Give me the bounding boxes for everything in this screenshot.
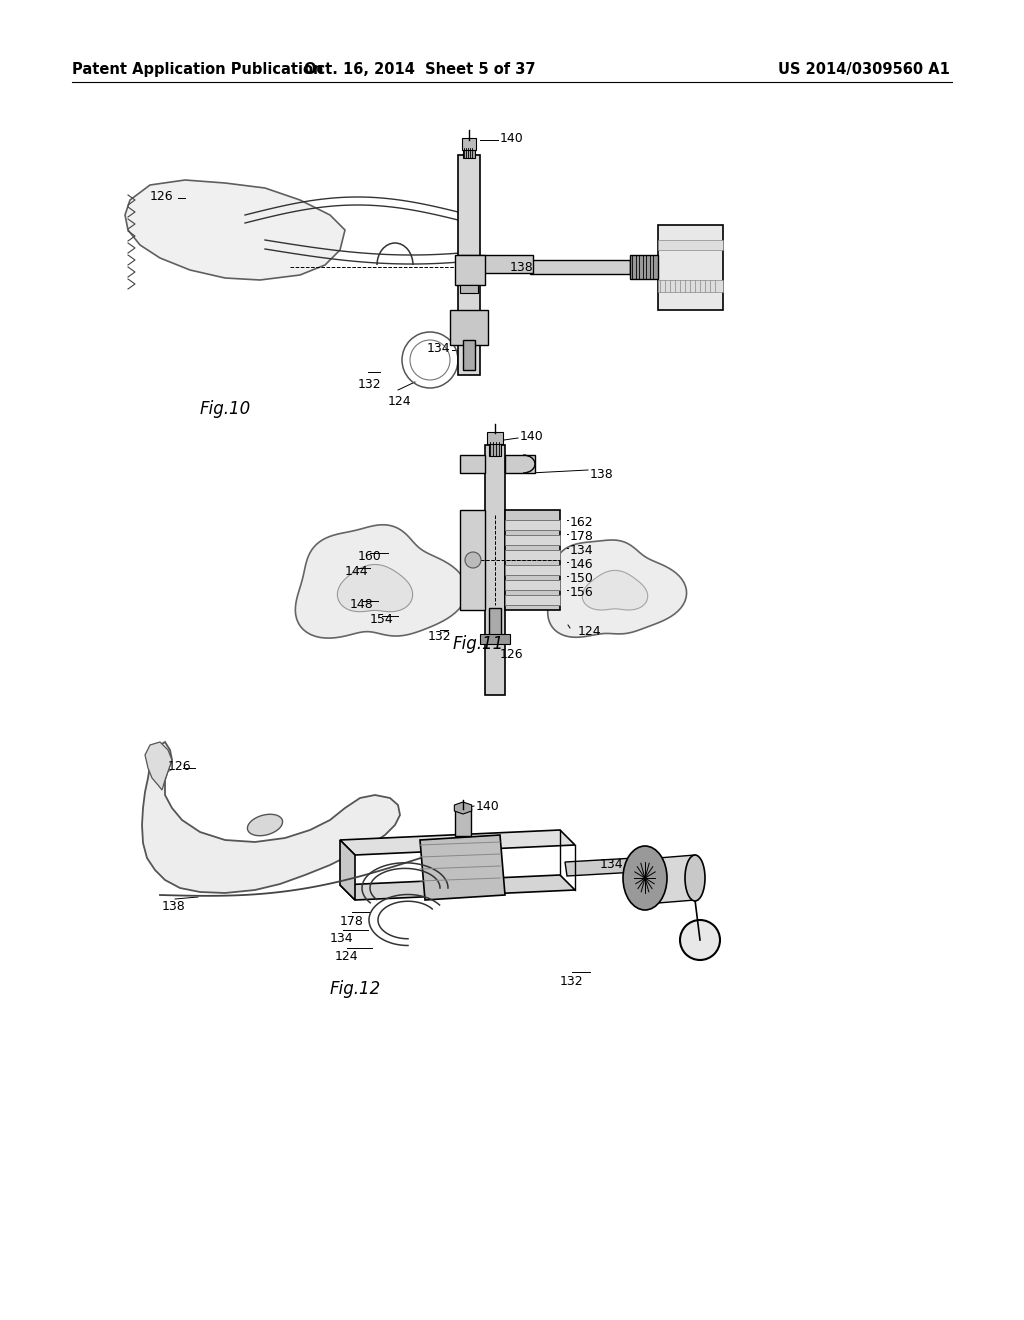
Polygon shape	[583, 570, 648, 610]
Bar	[463, 341, 475, 370]
Bar	[530, 260, 630, 275]
Polygon shape	[125, 180, 345, 280]
Bar	[462, 139, 476, 150]
Text: 124: 124	[388, 395, 412, 408]
Ellipse shape	[465, 552, 481, 568]
Bar	[458, 255, 534, 273]
Polygon shape	[658, 855, 695, 903]
Bar	[463, 148, 475, 158]
Text: US 2014/0309560 A1: US 2014/0309560 A1	[778, 62, 950, 77]
Text: 178: 178	[570, 531, 594, 543]
Bar	[455, 808, 471, 836]
Text: 138: 138	[590, 469, 613, 480]
Bar	[505, 579, 560, 590]
Bar	[450, 310, 488, 345]
Ellipse shape	[685, 855, 705, 902]
Bar	[658, 280, 723, 292]
Polygon shape	[295, 525, 467, 638]
Ellipse shape	[623, 846, 667, 909]
Text: 124: 124	[578, 624, 602, 638]
Text: 154: 154	[370, 612, 394, 626]
Polygon shape	[455, 803, 472, 814]
Text: 134: 134	[330, 932, 353, 945]
Polygon shape	[340, 875, 575, 900]
Bar	[480, 634, 510, 644]
Text: Oct. 16, 2014  Sheet 5 of 37: Oct. 16, 2014 Sheet 5 of 37	[304, 62, 536, 77]
Polygon shape	[420, 836, 505, 900]
Bar	[505, 455, 535, 473]
Text: 126: 126	[150, 190, 174, 203]
Text: 144: 144	[345, 565, 369, 578]
Text: 140: 140	[476, 800, 500, 813]
Text: Fig.10: Fig.10	[200, 400, 251, 418]
Polygon shape	[548, 540, 686, 638]
Bar	[460, 285, 478, 293]
Text: 124: 124	[335, 950, 358, 964]
Bar	[505, 520, 560, 531]
Text: 140: 140	[500, 132, 523, 145]
Bar	[505, 510, 560, 610]
Bar	[658, 224, 723, 310]
Text: Fig.11: Fig.11	[453, 635, 504, 653]
Polygon shape	[142, 742, 400, 894]
Text: 134: 134	[426, 342, 450, 355]
Text: Patent Application Publication: Patent Application Publication	[72, 62, 324, 77]
Bar	[505, 535, 560, 545]
Polygon shape	[565, 858, 637, 876]
Text: 162: 162	[570, 516, 594, 529]
Text: 156: 156	[570, 586, 594, 599]
Text: Fig.12: Fig.12	[330, 979, 381, 998]
Bar	[505, 550, 560, 560]
Text: 126: 126	[500, 648, 523, 661]
Text: 132: 132	[560, 975, 584, 987]
Ellipse shape	[680, 920, 720, 960]
Text: 146: 146	[570, 558, 594, 572]
Bar	[489, 609, 501, 636]
Bar	[455, 255, 485, 285]
Text: 134: 134	[570, 544, 594, 557]
Bar	[489, 442, 501, 455]
Polygon shape	[340, 840, 355, 900]
Text: 160: 160	[358, 550, 382, 564]
Text: 134: 134	[600, 858, 624, 871]
Text: 178: 178	[340, 915, 364, 928]
Ellipse shape	[248, 814, 283, 836]
Bar	[458, 154, 480, 375]
Bar	[487, 432, 503, 444]
Text: 132: 132	[358, 378, 382, 391]
Bar	[460, 455, 485, 473]
Bar	[460, 510, 485, 610]
Text: 132: 132	[428, 630, 452, 643]
Text: 126: 126	[168, 760, 191, 774]
Bar	[658, 240, 723, 249]
Text: 140: 140	[520, 430, 544, 444]
Bar	[485, 445, 505, 696]
Text: 150: 150	[570, 572, 594, 585]
Polygon shape	[145, 742, 172, 789]
Bar	[505, 565, 560, 576]
Bar	[505, 595, 560, 605]
Polygon shape	[337, 565, 413, 611]
Bar	[630, 255, 658, 279]
Text: 138: 138	[510, 261, 534, 275]
Polygon shape	[340, 830, 575, 855]
Text: 148: 148	[350, 598, 374, 611]
Text: 138: 138	[162, 900, 185, 913]
